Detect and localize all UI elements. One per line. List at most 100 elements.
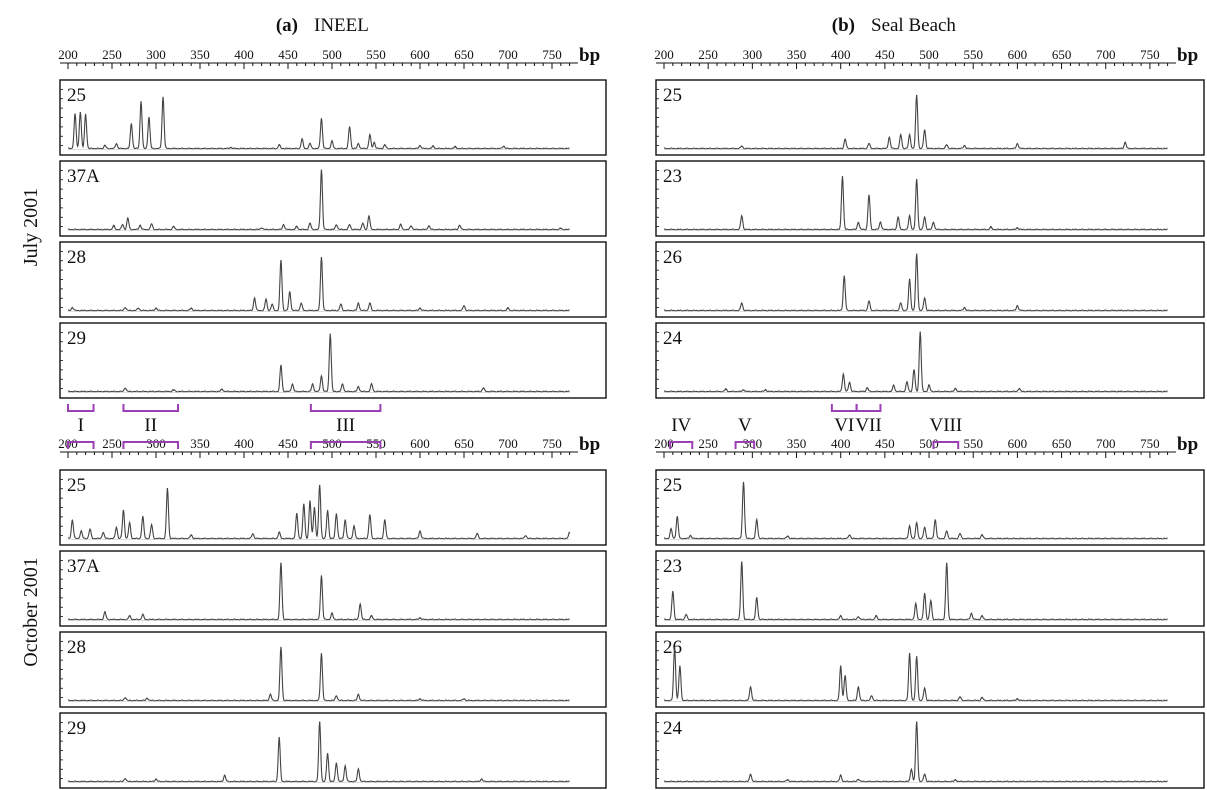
peak-point (357, 694, 359, 696)
peak-point (115, 143, 117, 145)
x-tick-label: 400 (831, 47, 851, 62)
x-tick-label: 650 (454, 436, 474, 451)
x-tick-label: 400 (234, 436, 254, 451)
peak-point (166, 488, 169, 490)
trace-frame (59, 631, 607, 708)
sample-label: 37A (67, 556, 100, 577)
peak-point (173, 389, 175, 391)
peak-point (320, 653, 323, 655)
trace-line (67, 484, 571, 540)
peak-point (278, 532, 280, 534)
trace-frame (655, 550, 1205, 627)
peak-point (320, 169, 323, 171)
sample-label: 25 (67, 475, 86, 496)
x-tick-label: 650 (1052, 436, 1072, 451)
peak-point (932, 221, 935, 224)
peak-point (278, 737, 280, 739)
x-tick-label: 600 (1008, 47, 1028, 62)
peak-point (280, 646, 282, 649)
peak-point (981, 534, 983, 536)
peak-point (840, 615, 842, 617)
x-tick-label: 650 (454, 47, 474, 62)
peak-point (309, 223, 311, 225)
x-axis-unit: bp (579, 45, 600, 66)
peak-point (900, 134, 902, 136)
peak-point (900, 302, 902, 305)
x-tick-label: 600 (1008, 436, 1028, 451)
peak-point (875, 615, 877, 617)
peak-point (104, 145, 106, 147)
bracket-lower (734, 441, 756, 449)
region-iv: IV (669, 415, 694, 449)
x-tick-label: 550 (366, 47, 386, 62)
peak-point (741, 561, 743, 563)
peak-point (221, 388, 223, 391)
peak-point (357, 143, 359, 145)
peak-point (525, 535, 527, 537)
trace-panel-23: 23 (655, 550, 1205, 627)
peak-point (137, 307, 139, 310)
peak-point (80, 530, 82, 533)
x-tick-label: 600 (410, 47, 430, 62)
trace-panel-25: 25 (59, 79, 607, 156)
peak-point (676, 516, 678, 518)
peak-point (296, 226, 298, 228)
peak-point (963, 145, 965, 147)
peak-point (151, 524, 153, 526)
sample-label: 26 (663, 637, 682, 658)
peak-point (742, 481, 745, 483)
trace-line (663, 561, 1168, 621)
peak-point (129, 615, 131, 617)
bracket-lower (67, 441, 95, 449)
trace-panel-23: 23 (655, 160, 1205, 237)
peak-point (842, 373, 844, 375)
peak-point (142, 516, 144, 518)
peak-point (840, 665, 842, 667)
x-tick-label: 750 (542, 47, 562, 62)
trace-panel-25: 25 (59, 469, 607, 546)
trace-frame (655, 241, 1205, 318)
peak-point (1018, 388, 1020, 390)
peak-point (301, 138, 303, 141)
sample-label: 25 (67, 85, 86, 106)
peak-point (909, 525, 911, 528)
trace-frame (655, 79, 1205, 156)
peak-point (335, 695, 337, 697)
trace-line (67, 333, 570, 393)
region-v: V (734, 415, 756, 449)
panel-a-title: INEEL (314, 15, 369, 36)
peak-point (283, 224, 285, 226)
peak-point (844, 138, 846, 141)
bracket-lower (669, 441, 694, 449)
peak-point (300, 302, 302, 305)
peak-point (916, 656, 918, 658)
peak-point (481, 778, 483, 781)
peak-point (253, 297, 256, 299)
sample-label: 28 (67, 637, 86, 658)
sample-label: 29 (67, 328, 86, 349)
trace-panel-37a: 37A (59, 550, 607, 627)
peak-point (344, 519, 346, 521)
peak-point (320, 375, 323, 377)
chart-0: 200 250 300 350 400 450 500 550 600 650 700 750 bp 25… (58, 45, 607, 399)
bracket-upper (830, 404, 858, 412)
row-label-october: October 2001 (20, 557, 42, 666)
peak-point (230, 147, 232, 149)
peak-point (319, 484, 321, 487)
x-tick-label: 700 (498, 436, 518, 451)
peak-point (946, 562, 948, 564)
row-label-july: July 2001 (20, 188, 42, 266)
peak-point (741, 302, 743, 305)
peak-point (868, 143, 870, 145)
peak-point (672, 591, 674, 593)
bracket-lower (309, 441, 382, 449)
peak-point (419, 307, 421, 310)
sample-label: 29 (67, 718, 86, 739)
x-tick-label: 350 (190, 47, 210, 62)
peak-point (353, 525, 355, 528)
peak-point (151, 223, 153, 225)
peak-point (924, 773, 926, 776)
peak-point (906, 381, 908, 384)
peak-point (162, 96, 164, 98)
